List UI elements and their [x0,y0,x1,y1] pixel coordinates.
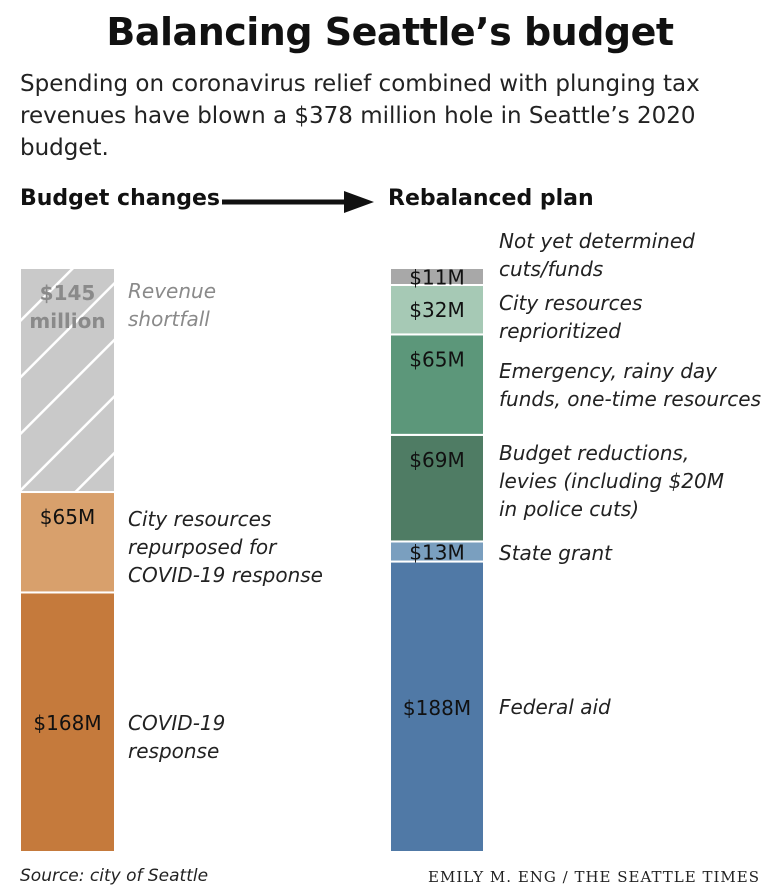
right-arrow-icon [222,191,374,213]
value-label-revenue-shortfall: $145 million [29,281,105,333]
category-label-city-resources-repurposed-for-covid-19-response: City resources repurposed for COVID-19 res… [128,507,323,587]
category-label-city-resources-reprioritized: City resources reprioritized [499,291,642,343]
bar-segment-city-resources-reprioritized [389,283,485,336]
category-label-emergency-rainy-day-funds-one-time-resources: Emergency, rainy day funds, one-time reso… [499,359,761,411]
value-label-federal-aid: $188M [403,696,471,720]
category-label-federal-aid: Federal aid [499,695,611,719]
right-column-heading: Rebalanced plan [388,186,594,211]
value-label-not-yet-determined-cuts-funds: $11M [409,265,464,289]
value-label-city-resources-reprioritized: $32M [409,298,464,322]
left-column-heading: Budget changes [20,186,220,211]
category-label-covid-19-response: COVID-19 response [128,711,225,763]
value-label-city-resources-repurposed-for-covid-19-response: $65M [40,505,95,529]
value-label-state-grant: $13M [409,541,464,565]
bar-segment-budget-reductions-levies-including-20m-in-police-cuts [389,433,485,543]
category-label-state-grant: State grant [499,541,613,565]
bar-segment-revenue-shortfall [19,267,116,494]
bar-segment-city-resources-repurposed-for-covid-19-response [19,491,116,594]
chart-subtitle: Spending on coronavirus relief combined … [20,71,700,161]
value-label-budget-reductions-levies-including-20m-in-police-cuts: $69M [409,448,464,472]
category-label-revenue-shortfall: Revenue shortfall [128,279,216,331]
bar-segment-emergency-rainy-day-funds-one-time-resources [389,333,485,436]
chart-title: Balancing Seattle’s budget [106,10,674,54]
bar-segment-covid-19-response [19,591,116,853]
value-label-emergency-rainy-day-funds-one-time-resources: $65M [409,347,464,371]
source-note: Source: city of Seattle [20,866,209,886]
category-label-not-yet-determined-cuts-funds: Not yet determined cuts/funds [499,229,695,281]
value-label-covid-19-response: $168M [33,711,101,735]
bar-segment-federal-aid [389,560,485,853]
bar-segment-not-yet-determined-cuts-funds [389,267,485,286]
credit-line: EMILY M. ENG / THE SEATTLE TIMES [428,868,760,886]
category-label-budget-reductions-levies-including-20m-in-police-cuts: Budget reductions, levies (including $20M… [499,441,724,521]
